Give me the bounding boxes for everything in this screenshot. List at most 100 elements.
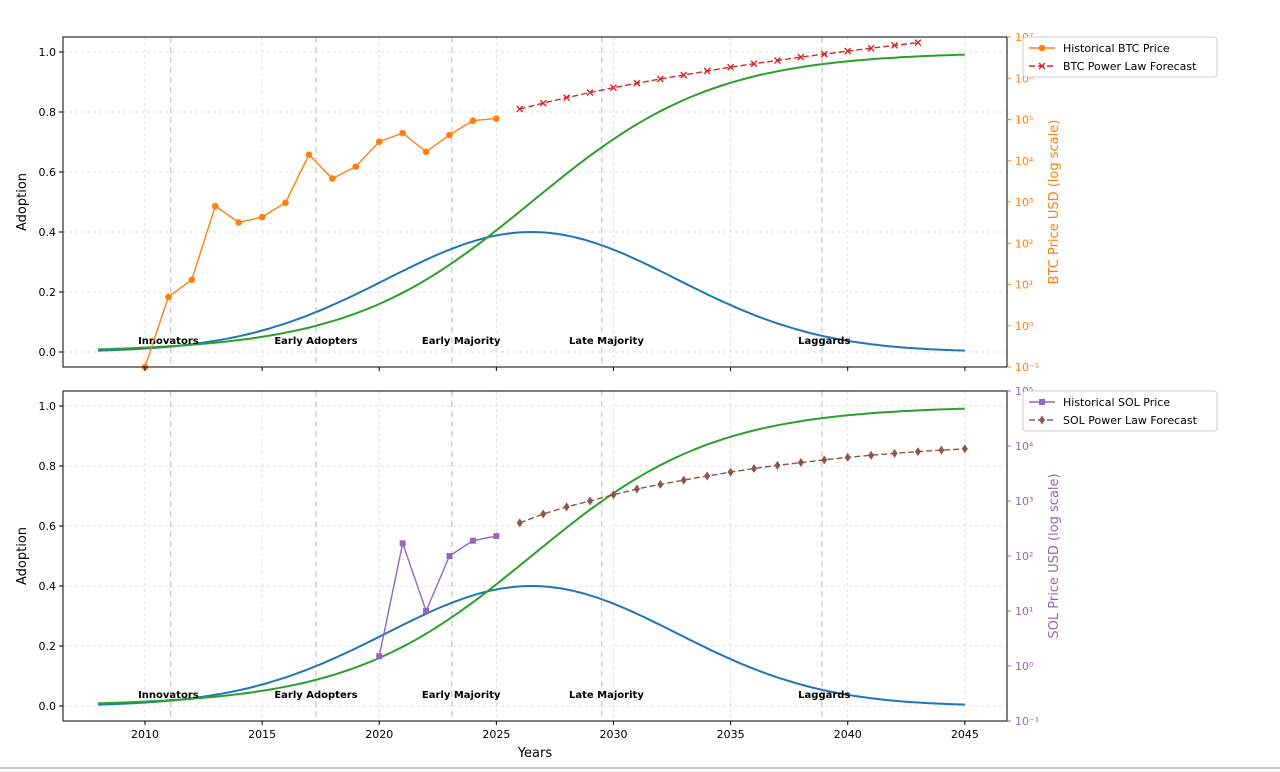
data-point — [493, 533, 500, 540]
y2-tick-label: 10⁴ — [1015, 155, 1034, 168]
plot-frame — [62, 390, 1008, 722]
y2-axis-label: SOL Price USD (log scale) — [1047, 473, 1062, 638]
data-point — [329, 175, 336, 182]
y-tick-label: 0.0 — [39, 700, 57, 713]
data-point — [844, 452, 851, 462]
data-point — [305, 151, 313, 159]
x-tick-label: 2010 — [131, 728, 159, 741]
panel-btc: Innovators Early Adopters Early Majority La… — [15, 31, 1218, 374]
data-point — [610, 490, 617, 500]
phase-label: Late Majority — [569, 690, 644, 701]
data-point — [469, 117, 477, 124]
y-tick-label: 0.6 — [39, 520, 57, 533]
data-point — [258, 213, 266, 221]
data-point — [235, 219, 242, 226]
x-tick-label: 2020 — [365, 728, 393, 741]
y2-tick-label: 10² — [1015, 550, 1033, 563]
series-line-1 — [519, 41, 919, 110]
legend-marker — [1039, 399, 1045, 405]
data-point — [633, 79, 641, 87]
y2-tick-label: 10⁵ — [1015, 114, 1033, 127]
phase-label: Early Adopters — [274, 690, 357, 701]
cumulative-adoption-curve — [98, 407, 965, 705]
data-point — [797, 53, 805, 61]
data-point — [820, 50, 828, 58]
data-point — [774, 460, 781, 470]
data-point — [891, 41, 899, 49]
legend-box — [1022, 36, 1218, 78]
data-point — [165, 293, 172, 301]
data-point — [797, 458, 804, 468]
x-tick-label: 2045 — [951, 728, 979, 741]
x-axis-label: Years — [517, 746, 553, 761]
y2-tick-label: 10⁰ — [1015, 320, 1034, 333]
x-tick-label: 2040 — [834, 728, 862, 741]
y2-tick-label: 10⁴ — [1015, 440, 1034, 453]
data-point — [516, 105, 524, 113]
data-point — [587, 496, 594, 506]
data-point — [844, 47, 852, 55]
series-line-0 — [378, 535, 497, 657]
data-point — [727, 63, 735, 71]
data-point — [282, 199, 289, 207]
data-point — [703, 67, 711, 75]
data-point — [680, 71, 688, 79]
data-point — [188, 276, 196, 284]
adoption-rate-curve — [98, 584, 965, 706]
data-point — [750, 60, 758, 68]
data-point — [375, 138, 383, 145]
bottom-divider — [0, 767, 1280, 769]
plot-frame — [62, 36, 1008, 368]
legend-label: BTC Power Law Forecast — [1063, 60, 1197, 73]
data-point — [376, 653, 383, 660]
y-tick-label: 0.4 — [39, 580, 57, 593]
data-point — [704, 471, 711, 481]
y-tick-label: 0.8 — [39, 460, 57, 473]
data-point — [469, 537, 476, 544]
legend-marker — [1039, 415, 1045, 425]
y-axis-label: Adoption — [15, 527, 30, 585]
phase-label: Innovators — [138, 690, 199, 701]
legend: Historical SOL Price SOL Power Law Foreca… — [1022, 390, 1218, 432]
data-point — [773, 56, 781, 64]
legend-label: Historical SOL Price — [1063, 396, 1170, 409]
data-point — [399, 129, 406, 137]
data-point — [211, 202, 219, 210]
y-tick-label: 0.4 — [39, 226, 57, 239]
y2-axis-label: BTC Price USD (log scale) — [1047, 120, 1062, 285]
y-tick-label: 0.2 — [39, 286, 57, 299]
data-point — [657, 479, 664, 489]
legend-label: SOL Power Law Forecast — [1063, 414, 1198, 427]
data-point — [821, 455, 828, 465]
legend-box — [1022, 390, 1218, 432]
data-point — [539, 99, 547, 107]
series-line-1 — [519, 448, 965, 524]
data-point — [493, 115, 500, 122]
data-point — [352, 163, 360, 170]
data-point — [867, 44, 875, 52]
data-point — [656, 75, 664, 83]
phase-label: Innovators — [138, 336, 199, 347]
y-tick-label: 1.0 — [39, 400, 57, 413]
x-tick-label: 2025 — [482, 728, 510, 741]
x-tick-label: 2030 — [599, 728, 627, 741]
y2-tick-label: 10² — [1015, 237, 1033, 250]
y-tick-label: 0.6 — [39, 166, 57, 179]
data-point — [563, 94, 571, 102]
x-tick-label: 2035 — [717, 728, 745, 741]
legend-marker — [1038, 62, 1046, 70]
phase-label: Early Majority — [422, 336, 501, 347]
legend: Historical BTC Price BTC Power Law Foreca… — [1022, 36, 1218, 78]
data-point — [868, 450, 875, 460]
data-point — [680, 475, 687, 485]
series-line-0 — [144, 117, 497, 368]
phase-label: Laggards — [798, 336, 850, 347]
legend-marker — [1038, 44, 1046, 52]
adoption-rate-curve — [98, 230, 965, 352]
cumulative-adoption-curve — [98, 53, 965, 351]
y-tick-label: 0.8 — [39, 106, 57, 119]
data-point — [938, 445, 945, 455]
phase-label: Early Majority — [422, 690, 501, 701]
data-point — [609, 84, 617, 92]
